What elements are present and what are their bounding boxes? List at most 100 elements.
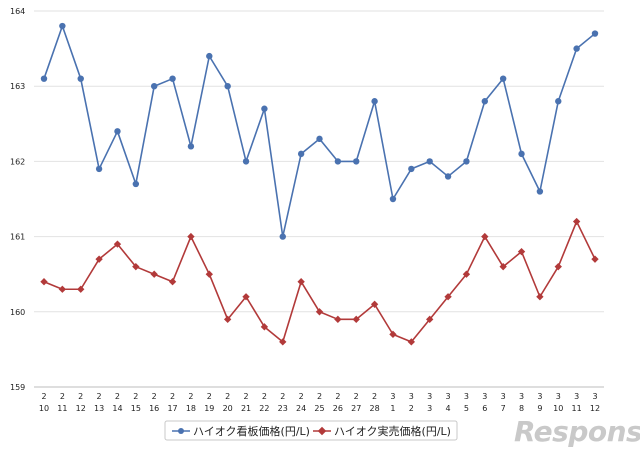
data-point	[242, 293, 250, 301]
x-tick-month: 2	[152, 392, 157, 401]
data-point	[444, 173, 452, 180]
x-tick-day: 13	[94, 404, 104, 413]
x-tick-day: 7	[501, 404, 506, 413]
data-point	[206, 52, 213, 60]
data-point	[113, 240, 122, 248]
y-tick-label: 160	[10, 308, 25, 317]
x-tick-day: 2	[409, 404, 414, 413]
x-tick-day: 6	[482, 404, 487, 413]
data-point	[462, 270, 471, 278]
x-tick-month: 3	[501, 392, 506, 401]
y-tick-label: 161	[10, 233, 25, 242]
legend-marker-circle	[178, 428, 184, 434]
x-tick-month: 2	[299, 392, 304, 401]
data-point	[279, 233, 286, 240]
x-tick-day: 23	[278, 404, 288, 413]
x-tick-month: 3	[427, 392, 432, 401]
x-tick-month: 3	[556, 392, 561, 401]
series-line	[43, 220, 596, 343]
x-tick-day: 4	[446, 404, 451, 413]
data-point	[572, 217, 581, 226]
x-tick-month: 3	[574, 392, 579, 401]
x-tick-day: 22	[259, 404, 269, 413]
data-point	[591, 255, 599, 263]
x-tick-month: 2	[97, 392, 102, 401]
x-tick-day: 12	[76, 404, 86, 413]
y-tick-label: 164	[10, 7, 25, 16]
x-tick-month: 3	[519, 392, 524, 401]
y-tick-label: 159	[10, 383, 25, 392]
data-point	[279, 338, 287, 346]
data-point	[554, 263, 562, 271]
x-tick-month: 3	[482, 392, 487, 401]
data-point	[407, 338, 416, 346]
y-tick-label: 162	[10, 157, 25, 166]
data-point	[555, 98, 562, 105]
data-point	[573, 45, 580, 52]
x-tick-day: 15	[131, 404, 141, 413]
x-tick-month: 2	[280, 392, 285, 401]
grid	[34, 10, 604, 388]
watermark-text: Response.	[514, 415, 640, 448]
x-tick-day: 26	[333, 404, 343, 413]
x-tick-month: 2	[133, 392, 138, 401]
series-line	[43, 25, 596, 238]
x-tick-day: 11	[572, 404, 582, 413]
data-point	[150, 270, 158, 278]
x-tick-month: 2	[317, 392, 322, 401]
x-axis-ticks: 2102112122132142152162172182192202212222…	[39, 392, 600, 413]
x-tick-day: 27	[351, 404, 361, 413]
series-2	[40, 217, 599, 346]
data-point	[536, 188, 544, 195]
data-point	[591, 30, 599, 37]
series-1	[40, 22, 599, 240]
x-tick-month: 2	[354, 392, 359, 401]
data-point	[132, 180, 140, 188]
x-tick-day: 10	[39, 404, 49, 413]
data-point	[168, 278, 177, 286]
data-point	[95, 255, 103, 263]
data-point	[389, 330, 397, 339]
x-tick-month: 2	[262, 392, 267, 401]
data-point	[77, 75, 84, 82]
data-point	[481, 98, 488, 105]
x-tick-day: 20	[223, 404, 233, 413]
x-tick-month: 3	[592, 392, 597, 401]
x-tick-month: 3	[390, 392, 395, 401]
legend-label-signboard: ハイオク看板価格(円/L)	[193, 424, 310, 438]
x-tick-day: 17	[167, 404, 177, 413]
x-tick-day: 1	[390, 404, 395, 413]
y-axis-ticks: 159 160 161 162 163 164	[10, 7, 25, 392]
data-point	[187, 232, 195, 241]
x-tick-day: 24	[296, 404, 306, 413]
data-point	[408, 165, 415, 173]
x-tick-month: 2	[170, 392, 175, 401]
data-point	[114, 128, 121, 135]
x-tick-month: 2	[78, 392, 83, 401]
data-point	[536, 293, 544, 301]
data-point	[353, 158, 360, 165]
data-point	[297, 150, 305, 158]
data-point	[59, 22, 66, 30]
data-point	[169, 75, 176, 82]
data-point	[481, 232, 489, 241]
data-point	[334, 158, 342, 165]
data-point	[40, 278, 48, 286]
x-tick-day: 3	[427, 404, 432, 413]
data-point	[517, 247, 526, 256]
x-tick-month: 2	[225, 392, 230, 401]
legend: ハイオク看板価格(円/L) ハイオク実売価格(円/L)	[164, 420, 458, 441]
x-tick-month: 2	[243, 392, 248, 401]
data-point	[444, 293, 452, 301]
data-point	[315, 308, 324, 316]
data-point	[224, 83, 231, 90]
data-point	[151, 83, 158, 90]
data-point	[205, 270, 213, 278]
x-tick-day: 21	[241, 404, 251, 413]
x-tick-month: 2	[188, 392, 193, 401]
x-tick-month: 2	[335, 392, 340, 401]
legend-marker-diamond	[317, 426, 327, 436]
x-tick-day: 5	[464, 404, 469, 413]
legend-item-actual: ハイオク実売価格(円/L)	[313, 424, 451, 438]
